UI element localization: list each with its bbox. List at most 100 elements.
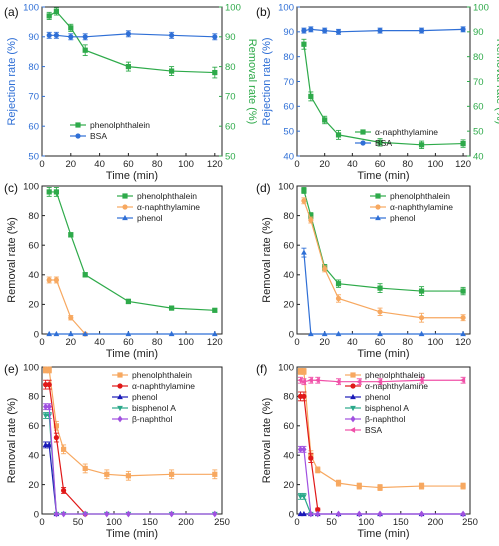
panel-label: (a) (4, 5, 19, 19)
y-tick-label: 50 (283, 126, 294, 137)
y-tick-label: 90 (28, 32, 39, 43)
data-point (308, 213, 314, 219)
x-tick-label: 60 (123, 159, 134, 170)
data-point (418, 483, 425, 489)
data-point (300, 378, 306, 385)
y-right-tick-label: 60 (473, 102, 484, 113)
data-point (301, 445, 307, 453)
data-point (46, 403, 52, 411)
data-point (418, 510, 425, 518)
legend-marker (122, 193, 128, 199)
panel-d: 0 20 40 60 80 100 120 0 20 40 60 80 100 Time (min) Rem… (256, 181, 471, 360)
data-point (307, 330, 314, 337)
data-point (169, 32, 175, 38)
data-point (460, 330, 466, 337)
data-point (68, 25, 74, 31)
x-tick-label: 80 (152, 159, 163, 170)
data-point (125, 31, 131, 37)
y-tick-label: 70 (28, 92, 39, 103)
x-axis-label: Time (min) (357, 528, 409, 540)
x-tick-label: 80 (402, 337, 413, 348)
y-tick-label: 80 (28, 211, 39, 222)
data-point (46, 277, 52, 283)
x-axis-label: Time (min) (106, 528, 158, 540)
x-tick-label: 50 (73, 517, 84, 528)
series-0 (46, 7, 218, 79)
series-line (48, 10, 215, 74)
data-point (297, 377, 303, 384)
data-point (169, 510, 175, 518)
x-tick-label: 150 (393, 517, 409, 528)
data-point (53, 423, 59, 429)
series-0 (43, 366, 218, 481)
y-right-tick-label: 70 (225, 92, 236, 103)
panel-label: (e) (4, 362, 19, 376)
y-axis-label: Rejection rate (%) (261, 37, 273, 125)
x-axis-label: Time (min) (106, 348, 158, 360)
y-right-tick-label: 60 (225, 122, 236, 133)
data-point (301, 368, 307, 375)
x-tick-label: 100 (358, 517, 374, 528)
data-point (53, 277, 60, 283)
series-1 (46, 276, 88, 337)
y-right-tick-label: 40 (473, 151, 484, 162)
data-point (53, 510, 59, 518)
panel-c: 0 20 40 60 80 100 120 0 20 40 60 80 100 Time (min) Rem… (4, 181, 223, 360)
data-point (169, 305, 175, 311)
legend-marker (117, 372, 123, 378)
data-point (46, 441, 53, 447)
panel-label: (f) (256, 362, 267, 376)
y-tick-label: 0 (289, 509, 294, 520)
data-point (308, 93, 314, 99)
legend-marker (375, 193, 381, 199)
legend-entry: β-naphthol (132, 414, 172, 424)
data-point (308, 217, 314, 223)
legend-entry: phenolphthalein (132, 370, 192, 380)
data-point (377, 27, 383, 34)
data-point (82, 34, 88, 40)
x-tick-label: 0 (294, 159, 299, 170)
x-tick-label: 20 (319, 159, 330, 170)
legend-marker (122, 204, 128, 210)
legend-entry: α-naphthylamine (132, 381, 195, 391)
y-tick-label: 80 (283, 392, 294, 403)
panel-label: (c) (4, 181, 18, 195)
y-tick-label: 20 (283, 480, 294, 491)
data-point (82, 510, 88, 518)
series-5 (297, 376, 466, 386)
x-tick-label: 120 (455, 159, 471, 170)
y-tick-label: 40 (28, 270, 39, 281)
x-tick-label: 60 (375, 159, 386, 170)
y-tick-label: 0 (34, 509, 39, 520)
data-point (308, 510, 314, 518)
data-point (460, 288, 466, 294)
legend-entry: bisphenol A (365, 403, 409, 413)
x-tick-label: 0 (39, 517, 44, 528)
y-axis-label: Removal rate (%) (261, 217, 273, 303)
data-point (211, 330, 218, 337)
data-point (212, 307, 218, 313)
legend-entry: bisphenol A (132, 403, 176, 413)
data-point (315, 510, 321, 518)
legend-marker (117, 393, 123, 400)
legend-marker (350, 372, 356, 378)
series-line (303, 252, 464, 335)
legend-marker (117, 415, 123, 423)
data-point (301, 41, 307, 47)
y-tick-label: 20 (28, 480, 39, 491)
legend-entry: BSA (365, 425, 382, 435)
data-point (125, 64, 131, 70)
legend: phenolphthaleinα-naphthylaminephenolbisp… (112, 370, 195, 424)
data-point (301, 393, 307, 399)
data-point (67, 330, 74, 337)
series-0 (301, 38, 466, 150)
data-point (104, 471, 110, 477)
data-point (322, 117, 328, 123)
y-right-axis-label: Removal rate (%) (246, 39, 258, 125)
data-point (43, 403, 49, 411)
data-point (53, 189, 59, 195)
data-point (46, 413, 53, 419)
legend-entry: α-naphthylamine (375, 127, 438, 137)
